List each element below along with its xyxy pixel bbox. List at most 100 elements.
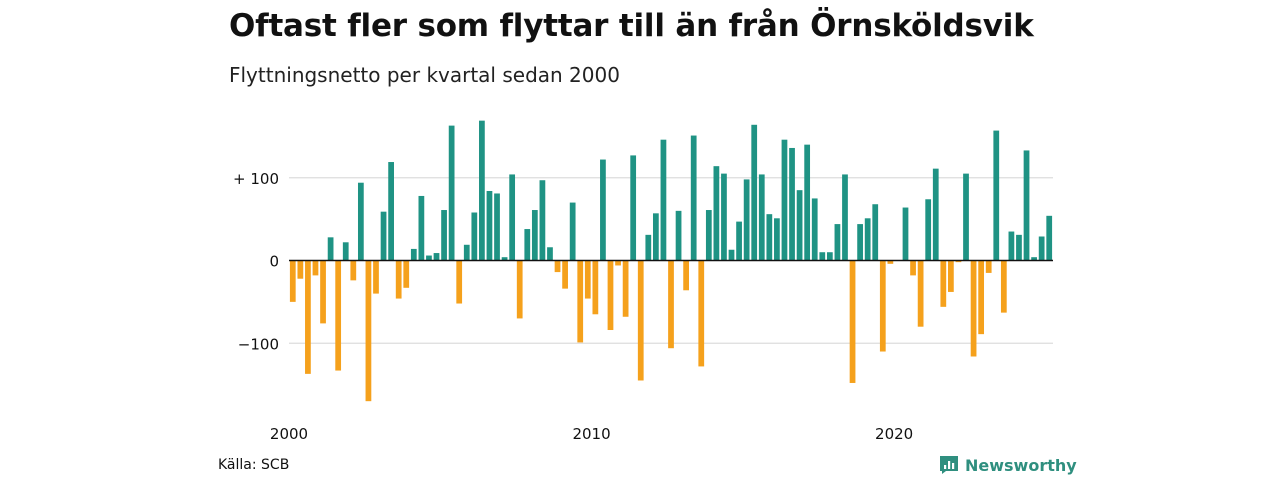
- bar: [501, 257, 508, 261]
- bar: [819, 252, 826, 261]
- chart-title: Oftast fler som flyttar till än från Örn…: [229, 8, 1034, 44]
- bar: [963, 173, 969, 261]
- bar: [872, 204, 879, 261]
- bar: [864, 218, 871, 261]
- brand-logo[interactable]: Newsworthy: [939, 455, 1077, 475]
- bar: [630, 155, 637, 261]
- bar: [1000, 260, 1007, 313]
- bar: [887, 260, 894, 264]
- bar: [395, 260, 402, 299]
- bar: [562, 260, 568, 289]
- y-axis-ticks: + 100 0 −100: [233, 170, 279, 354]
- bar: [910, 260, 916, 276]
- bar: [365, 260, 372, 402]
- x-tick-label: 2020: [875, 425, 913, 443]
- bar: [932, 168, 939, 261]
- bar: [705, 210, 712, 261]
- brand-name: Newsworthy: [965, 455, 1077, 475]
- bar: [985, 260, 992, 273]
- bar: [494, 193, 500, 261]
- bar: [388, 162, 394, 261]
- bar: [842, 174, 848, 261]
- bar: [743, 179, 750, 261]
- bar: [433, 253, 440, 261]
- bar: [342, 242, 349, 261]
- bar: [1046, 215, 1053, 261]
- bar: [531, 210, 538, 261]
- bar: [1023, 150, 1030, 261]
- bar: [297, 260, 304, 279]
- bar: [592, 260, 599, 315]
- bar: [978, 260, 985, 335]
- bar: [660, 139, 667, 261]
- bar: [410, 248, 417, 261]
- bar: [902, 207, 909, 261]
- x-tick-label: 2010: [572, 425, 610, 443]
- bar: [993, 130, 1000, 261]
- x-tick-label: 2000: [270, 425, 308, 443]
- bar: [289, 260, 296, 302]
- bar: [796, 190, 803, 261]
- x-axis-ticks: 2000 2010 2020: [270, 425, 913, 443]
- bar: [948, 260, 954, 292]
- bar: [751, 124, 758, 261]
- bar: [925, 199, 932, 261]
- bar: [456, 260, 463, 304]
- bar: [569, 202, 576, 261]
- bar: [834, 224, 841, 261]
- bar: [479, 120, 485, 261]
- bar: [357, 182, 364, 261]
- bar: [305, 260, 311, 374]
- bar: [675, 210, 682, 261]
- bar: [811, 198, 818, 261]
- bar: [758, 174, 765, 261]
- bar: [426, 255, 432, 261]
- bar: [584, 260, 591, 299]
- bar: [463, 244, 470, 261]
- bar: [312, 260, 319, 276]
- bar: [781, 139, 788, 261]
- bar: [970, 260, 977, 357]
- bar-series: [289, 120, 1053, 402]
- bar: [728, 249, 735, 261]
- bar: [554, 260, 561, 273]
- bar: [826, 252, 833, 261]
- bar: [441, 210, 447, 261]
- bar: [940, 260, 947, 307]
- y-tick-label: 0: [269, 253, 279, 271]
- bar: [879, 260, 886, 352]
- bar: [774, 218, 780, 261]
- bar: [955, 260, 962, 263]
- bar: [652, 213, 659, 261]
- bar: [698, 260, 705, 367]
- bar: [471, 212, 478, 261]
- bar: [622, 260, 629, 317]
- bar: [1031, 257, 1037, 261]
- bar: [683, 260, 690, 291]
- bar: [403, 260, 410, 288]
- bar: [577, 260, 584, 343]
- bar: [917, 260, 924, 327]
- y-tick-label: + 100: [233, 170, 279, 188]
- bar: [448, 125, 455, 261]
- bar: [350, 260, 357, 281]
- bar: [804, 144, 811, 261]
- newsworthy-logo-icon: [940, 456, 958, 474]
- bar: [713, 166, 720, 261]
- bar: [320, 260, 326, 324]
- bar: [849, 260, 856, 383]
- bar: [547, 247, 553, 261]
- bar: [524, 229, 531, 261]
- bar: [1008, 231, 1015, 261]
- source-label: Källa: SCB: [218, 457, 290, 473]
- bar: [668, 260, 674, 349]
- bar: [516, 260, 523, 319]
- bar: [766, 214, 773, 261]
- y-tick-label: −100: [238, 335, 279, 353]
- bar: [335, 260, 342, 371]
- bar: [789, 147, 795, 261]
- bar: [373, 260, 379, 294]
- bar: [736, 221, 742, 261]
- bar: [857, 224, 863, 261]
